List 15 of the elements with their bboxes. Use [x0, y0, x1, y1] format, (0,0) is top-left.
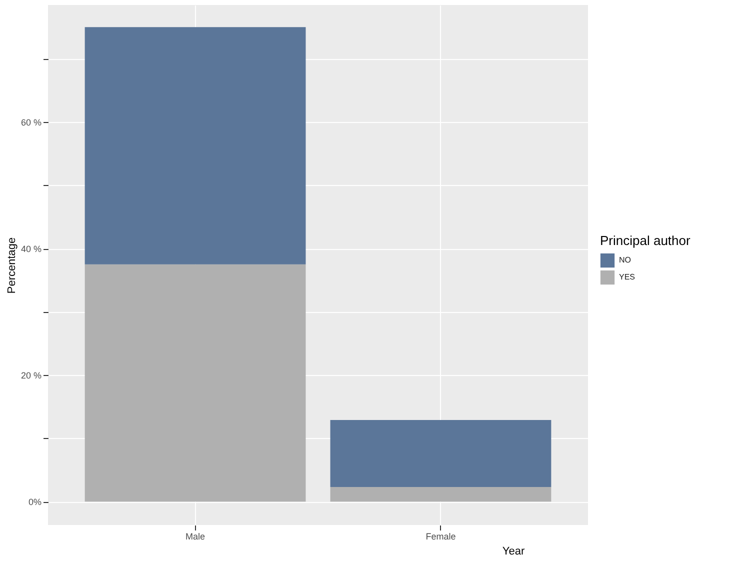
legend-title: Principal author: [600, 233, 691, 248]
bar: [84, 264, 306, 502]
legend-label: YES: [619, 272, 636, 282]
bar: [84, 27, 306, 264]
x-tick-label: Female: [426, 532, 456, 542]
y-tick-label: 40 %: [20, 244, 42, 254]
bar: [330, 487, 552, 502]
y-axis-title: Percentage: [6, 237, 18, 294]
y-tick-label: 60 %: [20, 118, 42, 128]
y-tick-label: 20 %: [20, 370, 42, 381]
legend-label: NO: [619, 256, 631, 264]
x-axis-title: Year: [502, 546, 525, 558]
x-tick-label: Male: [186, 532, 206, 542]
bar: [330, 420, 552, 488]
y-tick-label: 0%: [28, 497, 42, 508]
